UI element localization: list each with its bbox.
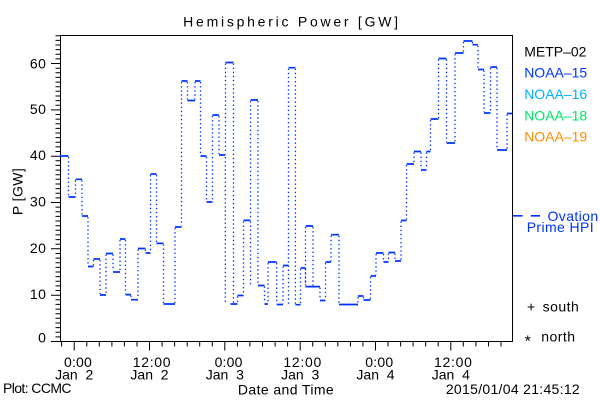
svg-text:30: 30 [30,194,46,210]
svg-text:north: north [541,329,575,345]
svg-text:Plot: CCMC: Plot: CCMC [3,380,71,396]
svg-text:0:00: 0:00 [215,354,243,370]
svg-text:NOAA–16: NOAA–16 [524,86,587,102]
svg-text:+: + [527,299,535,315]
svg-text:METP–02: METP–02 [524,44,586,60]
svg-text:Jan 4: Jan 4 [356,367,394,383]
svg-text:NOAA–19: NOAA–19 [524,129,587,145]
svg-text:south: south [543,299,580,315]
svg-text:12:00: 12:00 [133,354,172,370]
svg-text:Jan 4: Jan 4 [432,367,470,383]
svg-text:2015/01/04 21:45:12: 2015/01/04 21:45:12 [446,381,580,397]
svg-text:40: 40 [30,147,46,163]
svg-text:0:00: 0:00 [365,354,393,370]
svg-text:60: 60 [30,56,46,72]
svg-text:NOAA–15: NOAA–15 [524,65,587,81]
svg-text:Ovation: Ovation [548,208,599,224]
svg-text:Jan 2: Jan 2 [55,367,93,383]
svg-text:Jan 2: Jan 2 [130,367,168,383]
svg-text:Date and Time: Date and Time [238,382,334,398]
svg-text:10: 10 [30,286,46,302]
svg-text:12:00: 12:00 [283,354,322,370]
svg-text:Jan 3: Jan 3 [281,367,319,383]
svg-text:12:00: 12:00 [434,354,473,370]
svg-text:Jan 3: Jan 3 [206,367,244,383]
svg-text:0:00: 0:00 [64,354,92,370]
svg-text:NOAA–18: NOAA–18 [524,108,587,124]
svg-text:50: 50 [30,101,46,117]
svg-text:Hemispheric Power [GW]: Hemispheric Power [GW] [183,13,401,29]
svg-text:Prime HPI: Prime HPI [527,219,594,235]
svg-text:*: * [525,333,531,350]
svg-text:0: 0 [38,330,46,346]
svg-text:P [GW]: P [GW] [10,168,26,215]
svg-text:20: 20 [30,240,46,256]
